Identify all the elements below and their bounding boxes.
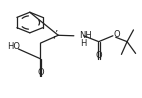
Text: HO: HO	[7, 42, 20, 51]
Text: O: O	[37, 68, 44, 77]
Text: ,’: ,’	[53, 30, 59, 40]
Text: O: O	[113, 30, 120, 39]
Text: O: O	[95, 51, 102, 60]
Text: H: H	[81, 39, 87, 48]
Text: NH: NH	[79, 31, 92, 40]
